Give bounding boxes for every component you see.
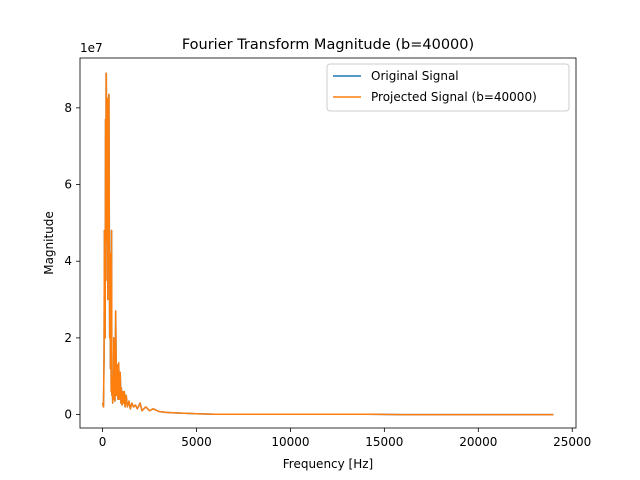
series-layer (101, 72, 554, 416)
legend-label-projected: Projected Signal (b=40000) (371, 90, 537, 104)
legend-label-original: Original Signal (371, 69, 459, 83)
y-tick-label: 4 (64, 254, 72, 268)
x-tick-label: 10000 (271, 435, 309, 449)
x-tick-label: 25000 (553, 435, 591, 449)
y-axis-label: Magnitude (42, 211, 56, 275)
y-axis-multiplier: 1e7 (80, 41, 103, 55)
x-tick-label: 5000 (181, 435, 212, 449)
y-tick-label: 6 (64, 178, 72, 192)
x-tick-label: 15000 (365, 435, 403, 449)
y-tick-label: 8 (64, 101, 72, 115)
x-axis-label: Frequency [Hz] (283, 457, 374, 471)
legend: Original Signal Projected Signal (b=4000… (326, 63, 570, 112)
x-tick-label: 0 (99, 435, 107, 449)
x-axis-ticks: 0 5000 10000 15000 20000 25000 (99, 428, 591, 449)
plot-area-frame (79, 57, 577, 429)
y-tick-label: 0 (64, 408, 72, 422)
series-line-projected (101, 72, 554, 416)
legend-box (326, 63, 570, 112)
y-tick-label: 2 (64, 331, 72, 345)
chart-title: Fourier Transform Magnitude (b=40000) (182, 37, 474, 53)
x-tick-label: 20000 (459, 435, 497, 449)
y-axis-ticks: 0 2 4 6 8 (64, 101, 80, 422)
